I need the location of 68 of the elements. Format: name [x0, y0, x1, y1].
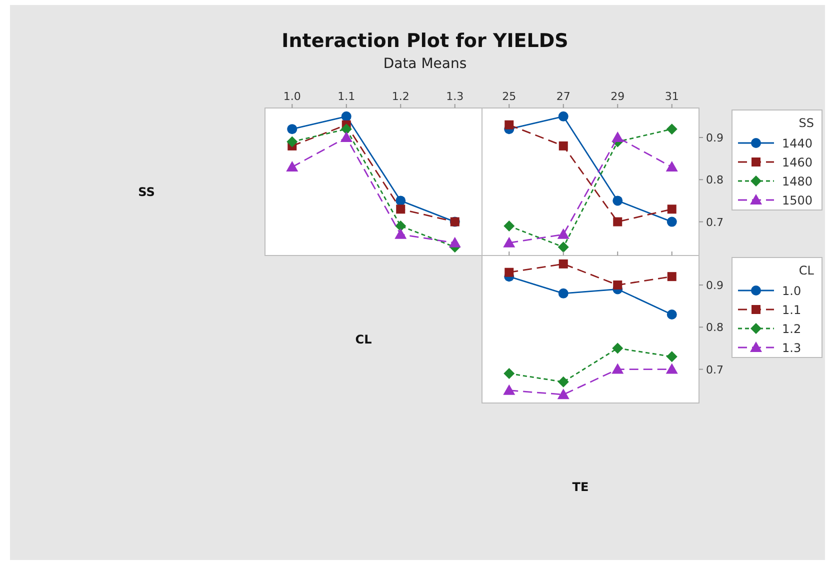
y-tick-label: 0.9 — [706, 132, 724, 144]
legend-label: 1480 — [782, 174, 813, 188]
point — [558, 376, 569, 388]
point — [558, 259, 568, 268]
point — [666, 124, 678, 135]
point — [558, 288, 568, 298]
x-tick-label: 1.1 — [338, 90, 356, 103]
legend-label: 1.2 — [782, 322, 802, 336]
point — [396, 204, 406, 214]
point — [504, 220, 515, 232]
point — [394, 228, 407, 239]
y-tick-label: 0.7 — [706, 363, 724, 376]
point — [613, 217, 622, 226]
point — [666, 310, 677, 320]
text: CL — [355, 332, 372, 346]
point — [667, 272, 676, 282]
point — [666, 363, 678, 374]
point — [340, 132, 352, 142]
legend-title: CL — [798, 264, 814, 278]
point — [395, 220, 406, 232]
point — [340, 124, 352, 135]
point — [504, 368, 515, 379]
x-tick-label: 1.0 — [283, 90, 301, 103]
legend-label: 1460 — [782, 156, 813, 170]
chart-subtitle: Data Means — [383, 56, 467, 72]
y-tick-label: 0.7 — [706, 216, 724, 229]
text: SS — [138, 185, 155, 199]
legend-label: 1500 — [782, 194, 813, 208]
point — [667, 204, 676, 214]
point — [503, 384, 516, 395]
x-tick-label: 31 — [664, 90, 679, 103]
point — [503, 236, 516, 248]
point — [666, 161, 678, 172]
point — [504, 120, 514, 130]
point — [557, 388, 570, 400]
text: TE — [572, 480, 589, 494]
point — [286, 136, 298, 148]
point — [612, 342, 624, 354]
point — [558, 111, 568, 122]
y-tick-label: 0.9 — [706, 279, 724, 292]
point — [666, 216, 677, 227]
x-tick-label: 27 — [556, 90, 570, 103]
point — [341, 111, 352, 122]
point — [286, 161, 298, 172]
point — [287, 124, 298, 134]
x-tick-label: 1.3 — [446, 90, 464, 103]
point — [557, 228, 570, 239]
point — [558, 141, 568, 150]
legend-label: 1.3 — [782, 341, 802, 355]
point — [448, 236, 461, 248]
y-tick-label: 0.8 — [706, 174, 724, 187]
point — [612, 132, 624, 142]
point — [612, 363, 624, 374]
y-tick-label: 0.8 — [706, 321, 724, 334]
x-tick-label: 25 — [502, 90, 516, 103]
point — [504, 268, 514, 277]
point — [396, 196, 406, 206]
point — [558, 242, 569, 253]
point — [612, 196, 623, 206]
chart-title: Interaction Plot for YIELDS — [282, 30, 568, 52]
legend-label: 1.0 — [782, 284, 802, 298]
legend-label: 1.1 — [782, 303, 802, 317]
point — [613, 280, 622, 290]
x-tick-label: 1.2 — [392, 90, 410, 103]
x-tick-label: 29 — [610, 90, 625, 103]
point — [666, 351, 678, 362]
legend-title: SS — [798, 116, 814, 130]
legend-label: 1440 — [782, 136, 813, 150]
